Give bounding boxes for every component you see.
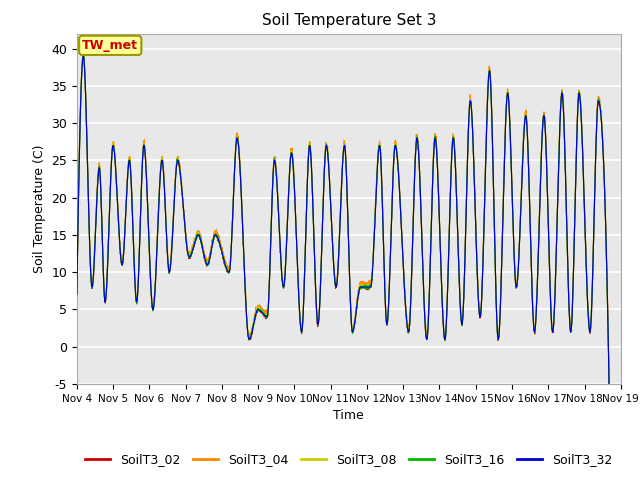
Text: TW_met: TW_met bbox=[82, 39, 138, 52]
X-axis label: Time: Time bbox=[333, 409, 364, 422]
Y-axis label: Soil Temperature (C): Soil Temperature (C) bbox=[33, 144, 45, 273]
Title: Soil Temperature Set 3: Soil Temperature Set 3 bbox=[262, 13, 436, 28]
Legend: SoilT3_02, SoilT3_04, SoilT3_08, SoilT3_16, SoilT3_32: SoilT3_02, SoilT3_04, SoilT3_08, SoilT3_… bbox=[81, 448, 617, 471]
